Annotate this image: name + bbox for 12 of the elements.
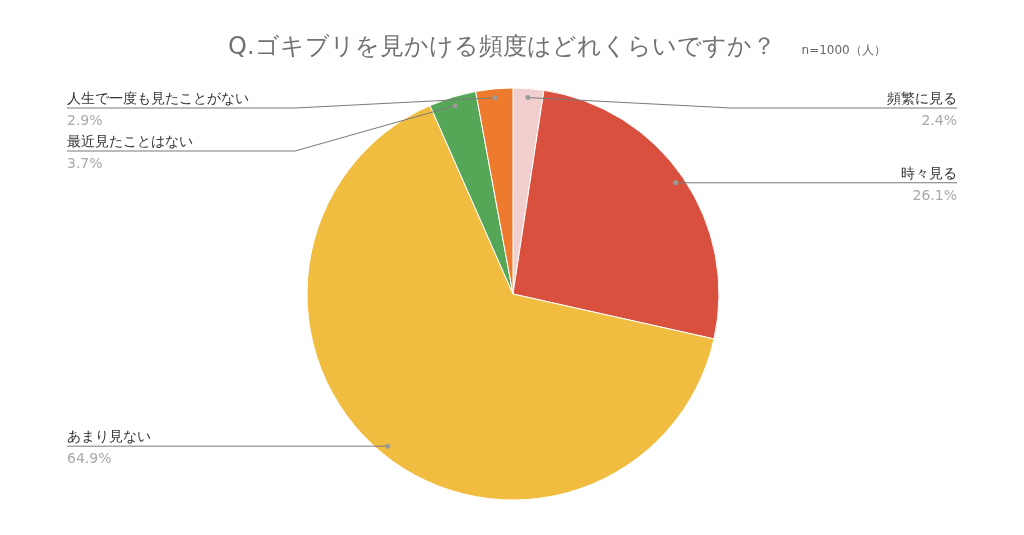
slice-label: 最近見たことはない: [67, 133, 193, 149]
data-label: 64.9%: [67, 450, 112, 467]
data-label: 3.7%: [67, 155, 103, 171]
chart-subtitle: n=1000（人）: [801, 42, 886, 59]
slice-label: 時々見る: [901, 164, 957, 181]
data-label: 26.1%: [912, 186, 957, 203]
data-label: 2.4%: [921, 112, 957, 128]
slice-label: 頻繁に見る: [887, 90, 957, 106]
data-label: 2.9%: [67, 112, 103, 128]
chart-title: Q.ゴキブリを見かける頻度はどれくらいですか？: [228, 31, 776, 62]
slice-label: あまり見ない: [67, 428, 151, 445]
slice-label: 人生で一度も見たことがない: [67, 90, 249, 106]
